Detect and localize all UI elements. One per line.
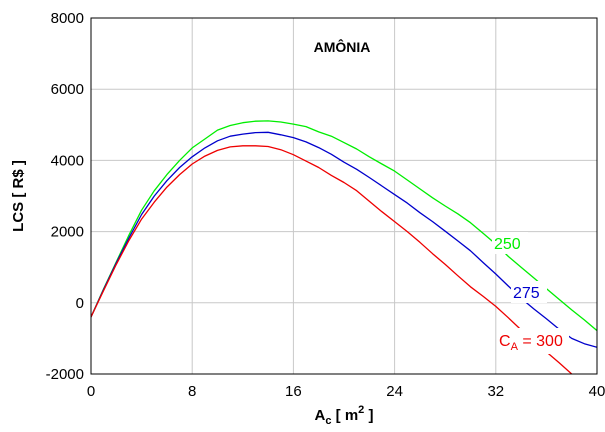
label-300-bg <box>497 328 569 354</box>
series-line-250 <box>91 120 597 332</box>
x-axis-title: Ac [ m2 ] <box>315 404 374 427</box>
y-tick-label: 8000 <box>51 10 84 27</box>
x-tick-label: 40 <box>589 383 605 400</box>
series-label-300: CA = 300 <box>499 333 563 353</box>
label-300-rest: = 300 <box>518 333 563 350</box>
x-axis-title-sub: c <box>325 415 331 427</box>
y-tick-label: 0 <box>76 295 84 312</box>
x-axis-title-close: ] <box>364 407 373 424</box>
y-tick-label: -2000 <box>46 366 84 383</box>
label-275-bg <box>511 281 547 303</box>
y-tick-label: 4000 <box>51 152 84 169</box>
x-tick-label: 8 <box>188 383 196 400</box>
plot-background <box>91 18 597 374</box>
y-tick-label: 2000 <box>51 224 84 241</box>
y-axis-title: LCS [ R$ ] <box>10 160 27 232</box>
x-axis-title-sup: 2 <box>358 404 364 416</box>
x-tick-label: 16 <box>285 383 302 400</box>
plot-frame <box>90 17 598 375</box>
chart-title: AMÔNIA <box>314 38 371 55</box>
x-tick-label: 24 <box>386 383 403 400</box>
x-axis-title-base: A <box>315 407 326 424</box>
series-label-250: 250 <box>494 236 521 253</box>
y-tick-labels: -2000 0 2000 4000 6000 8000 <box>46 10 84 383</box>
y-tick-label: 6000 <box>51 81 84 98</box>
grid <box>91 18 597 374</box>
x-axis-title-open: [ m <box>332 407 359 424</box>
x-tick-labels: 0 8 16 24 32 40 <box>87 383 605 400</box>
x-tick-label: 0 <box>87 383 95 400</box>
label-300-sub: A <box>511 341 519 353</box>
label-300-base: C <box>499 333 511 350</box>
label-250-bg <box>492 232 528 254</box>
x-tick-label: 32 <box>487 383 504 400</box>
series-line-300 <box>91 145 573 374</box>
series-label-275: 275 <box>513 285 540 302</box>
